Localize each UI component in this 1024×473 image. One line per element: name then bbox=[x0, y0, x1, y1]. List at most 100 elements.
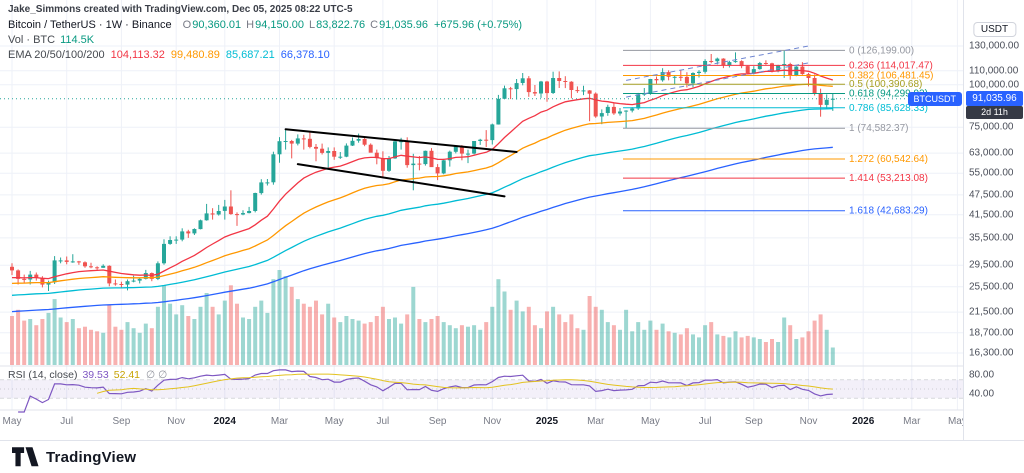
candle-body bbox=[374, 152, 379, 159]
candle-body bbox=[241, 213, 245, 215]
candle-body bbox=[502, 88, 507, 99]
time-axis-label: Sep bbox=[429, 416, 447, 427]
candle-body bbox=[435, 167, 440, 174]
fib-level-label: 0.618 (94,299.92) bbox=[849, 89, 928, 100]
volume-bar bbox=[362, 323, 367, 365]
rsi-legend-row: RSI (14, close) 39.53 52.41 ∅ ∅ bbox=[8, 369, 167, 381]
candle-body bbox=[16, 270, 21, 279]
attribution-text: Jake_Simmons created with TradingView.co… bbox=[8, 4, 353, 15]
volume-bar bbox=[484, 322, 489, 365]
volume-bar bbox=[605, 322, 610, 365]
volume-bar bbox=[599, 309, 604, 365]
candle-body bbox=[301, 138, 306, 140]
candle-body bbox=[356, 139, 361, 141]
candle-body bbox=[198, 220, 203, 230]
volume-bar bbox=[70, 319, 75, 365]
trendline[interactable] bbox=[296, 163, 506, 198]
time-axis-label: Sep bbox=[745, 416, 763, 427]
volume-bar bbox=[64, 322, 69, 365]
candle-body bbox=[307, 138, 312, 147]
volume-bar bbox=[715, 334, 720, 365]
candle-body bbox=[283, 141, 288, 142]
volume-bar bbox=[508, 309, 513, 365]
volume-bar bbox=[459, 325, 464, 365]
ema-value: 104,113.32 bbox=[110, 49, 165, 61]
symbol-legend-row: Bitcoin / TetherUS · 1W · Binance O90,360… bbox=[8, 19, 522, 31]
time-axis-label: May bbox=[3, 416, 22, 427]
volume-bar bbox=[514, 300, 519, 365]
ohlc-value: 94,150.00 bbox=[255, 19, 305, 31]
candle-body bbox=[350, 140, 355, 146]
price-axis-label: 29,500.00 bbox=[969, 259, 1014, 271]
ema-200-line bbox=[11, 146, 833, 313]
volume-bar bbox=[162, 285, 166, 365]
symbol-title[interactable]: Bitcoin / TetherUS · 1W · Binance bbox=[8, 19, 172, 31]
volume-bar bbox=[539, 328, 543, 365]
symbol-price-tag: BTCUSDT bbox=[907, 91, 962, 106]
price-axis[interactable]: USDT 91,035.96 2d 11h 130,000.00 110,000.… bbox=[963, 0, 1024, 440]
candle-body bbox=[453, 146, 458, 152]
volume-bar bbox=[301, 303, 306, 365]
candle-body bbox=[247, 211, 252, 214]
ohlc-values: O90,360.01 H94,150.00 L83,822.76 C91,035.96 bbox=[178, 19, 428, 31]
volume-bar bbox=[289, 286, 294, 365]
candle-body bbox=[484, 139, 489, 141]
volume-bar bbox=[58, 317, 63, 365]
volume-bar bbox=[788, 325, 793, 365]
volume-bar bbox=[453, 328, 458, 365]
volume-bar bbox=[137, 332, 142, 365]
volume-bar bbox=[472, 325, 477, 365]
parallel-channel-line[interactable] bbox=[626, 45, 809, 81]
brand-name[interactable]: TradingView bbox=[46, 448, 137, 466]
volume-value: 114.5K bbox=[60, 34, 95, 46]
candle-body bbox=[794, 66, 799, 76]
candle-body bbox=[259, 182, 264, 194]
parallel-channel-line[interactable] bbox=[626, 62, 809, 98]
tradingview-logo[interactable] bbox=[12, 447, 39, 467]
candle-body bbox=[532, 92, 537, 94]
volume-bar bbox=[295, 299, 300, 365]
candle-body bbox=[830, 98, 835, 100]
candle-body bbox=[520, 78, 525, 83]
time-axis-label: Jul bbox=[699, 416, 712, 427]
volume-bar bbox=[526, 306, 531, 365]
candle-body bbox=[757, 63, 762, 70]
volume-bar bbox=[624, 309, 629, 365]
chart-canvas[interactable]: 0 (126,199.00) 0.236 (114,017.47)0.382 (1… bbox=[0, 0, 963, 440]
rsi-ma-value: 52.41 bbox=[113, 369, 141, 381]
volume-bar bbox=[149, 328, 154, 365]
candle-body bbox=[131, 280, 136, 282]
volume-bar bbox=[180, 305, 185, 365]
price-axis-label: 110,000.00 bbox=[969, 65, 1019, 77]
fib-level-label: 1.272 (60,542.64) bbox=[849, 154, 928, 165]
fib-retracement[interactable]: 0 (126,199.00) 0.236 (114,017.47)0.382 (1… bbox=[623, 45, 934, 217]
volume-bar bbox=[119, 329, 124, 365]
volume-bar bbox=[247, 319, 252, 365]
price-axis-label: 63,000.00 bbox=[969, 147, 1014, 159]
candle-body bbox=[40, 277, 45, 285]
time-axis[interactable]: May Jul Sep Nov 2024 Mar May Jul Sep Nov 2025 Mar Ma… bbox=[3, 416, 963, 427]
volume-bar bbox=[545, 311, 549, 365]
volume-bar bbox=[770, 339, 774, 365]
candle-body bbox=[581, 90, 586, 92]
fib-level-label: 0.5 (100,390.68) bbox=[849, 79, 922, 90]
time-axis-label: May bbox=[325, 416, 344, 427]
ohlc-key: H bbox=[246, 19, 255, 31]
candle-body bbox=[526, 78, 531, 93]
trendline[interactable] bbox=[284, 128, 518, 153]
volume-bar bbox=[812, 320, 817, 365]
candle-body bbox=[824, 99, 829, 105]
volume-bar bbox=[569, 314, 574, 365]
price-axis-label: 100,000.00 bbox=[969, 79, 1020, 91]
price-axis-label: 75,000.00 bbox=[969, 121, 1014, 133]
currency-toggle-button[interactable]: USDT bbox=[972, 22, 1017, 37]
volume-bar bbox=[344, 316, 349, 365]
volume-bar bbox=[95, 331, 100, 365]
candle-body bbox=[459, 146, 464, 154]
volume-bar bbox=[733, 331, 738, 365]
time-axis-label: Mar bbox=[271, 416, 289, 427]
volume-bar bbox=[824, 329, 829, 365]
volume-bar bbox=[678, 334, 683, 365]
candle-body bbox=[447, 151, 452, 161]
volume-bar bbox=[155, 306, 160, 365]
